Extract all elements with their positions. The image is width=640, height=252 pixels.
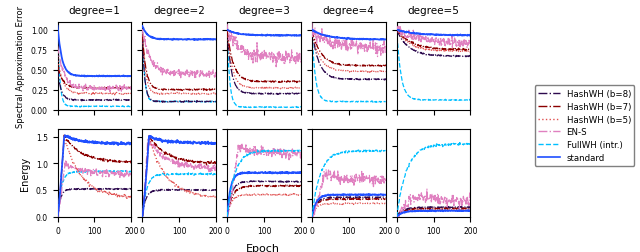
Title: degree=1: degree=1 [68, 6, 120, 16]
Title: degree=2: degree=2 [154, 6, 205, 16]
Title: degree=5: degree=5 [408, 6, 460, 16]
Text: Epoch: Epoch [245, 243, 280, 252]
Y-axis label: Energy: Energy [20, 156, 30, 190]
Title: degree=4: degree=4 [323, 6, 374, 16]
Legend: HashWH (b=8), HashWH (b=7), HashWH (b=5), EN-S, FullWH (intr.), standard: HashWH (b=8), HashWH (b=7), HashWH (b=5)… [535, 86, 634, 166]
Y-axis label: Spectral Approximation Error: Spectral Approximation Error [17, 6, 26, 127]
Title: degree=3: degree=3 [238, 6, 290, 16]
